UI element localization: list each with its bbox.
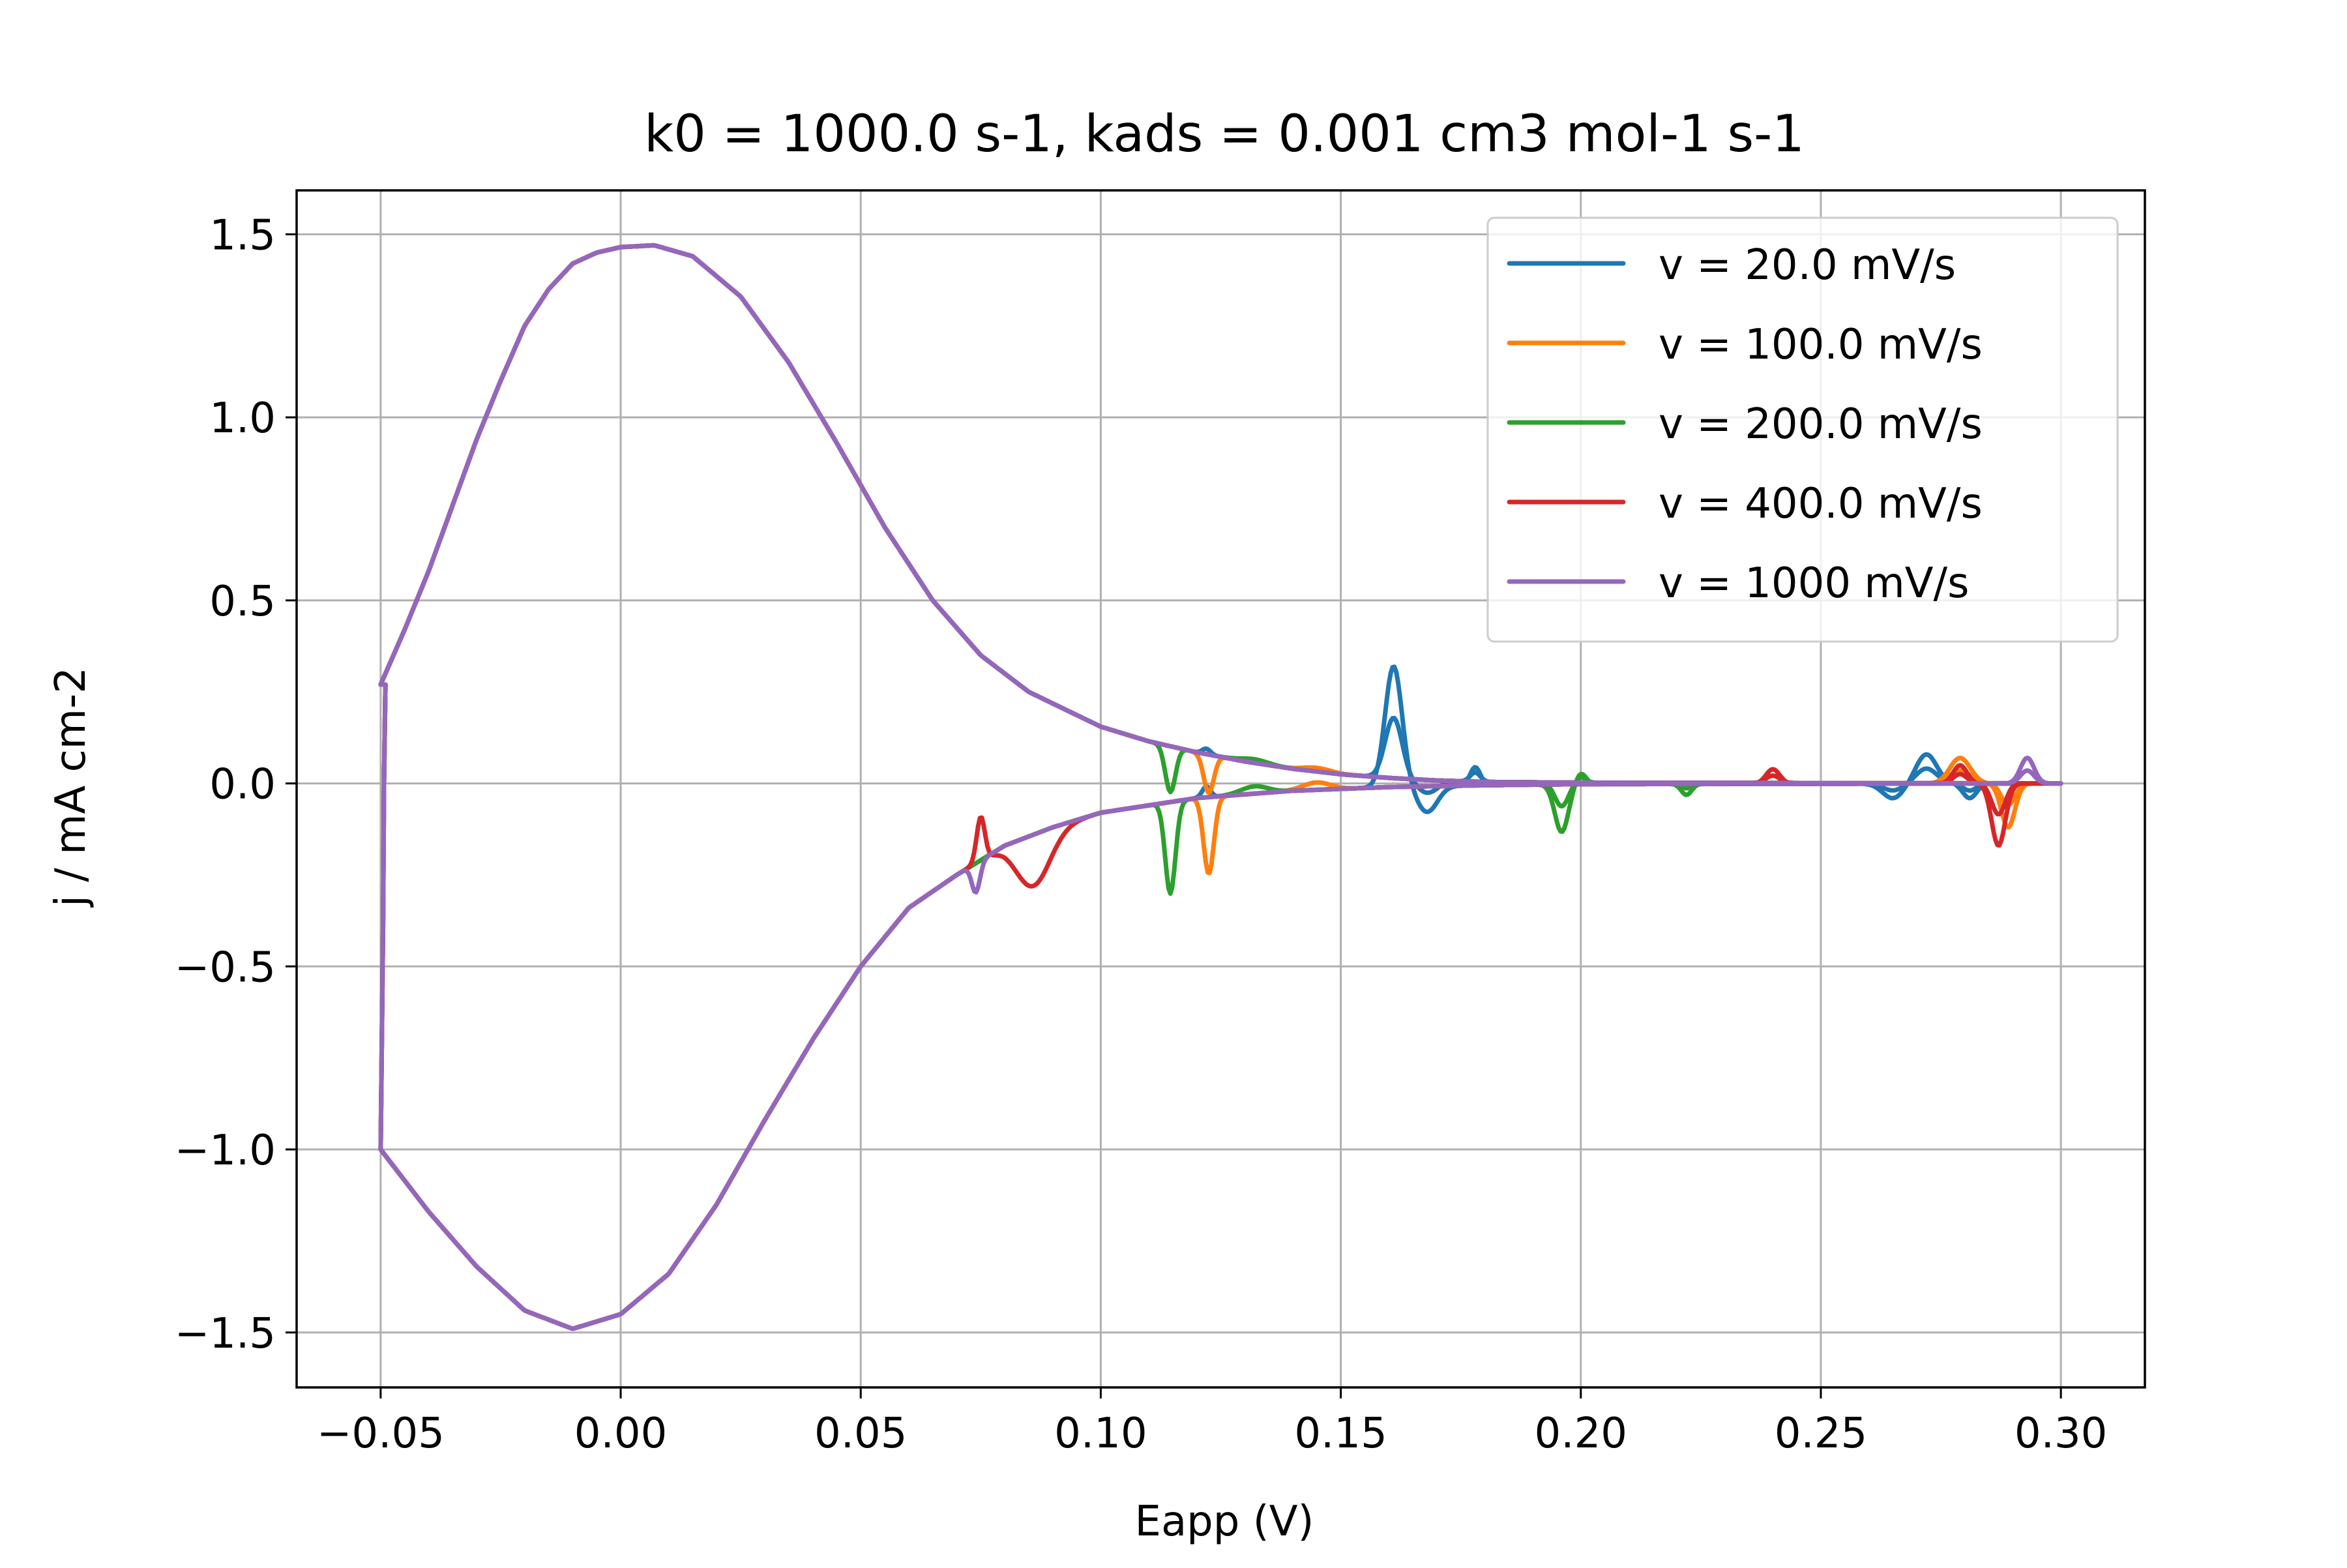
legend-label: v = 100.0 mV/s xyxy=(1659,321,1983,369)
x-tick-label: 0.20 xyxy=(1535,1410,1628,1458)
series-line-5 xyxy=(378,243,2063,1331)
plot-frame xyxy=(295,189,2146,1389)
x-tick-label: 0.25 xyxy=(1775,1410,1868,1458)
legend-box xyxy=(1486,216,2119,643)
y-tick-label: 1.5 xyxy=(209,211,276,259)
legend-label: v = 400.0 mV/s xyxy=(1659,480,1983,528)
y-tick-label: 1.0 xyxy=(209,394,276,443)
y-tick-label: −1.0 xyxy=(175,1127,276,1175)
x-tick-label: −0.05 xyxy=(317,1410,445,1458)
y-tick-label: −0.5 xyxy=(175,943,276,992)
x-axis-label: Eapp (V) xyxy=(1135,1498,1314,1546)
x-tick-label: 0.15 xyxy=(1294,1410,1387,1458)
x-tick-label: 0.30 xyxy=(2015,1410,2108,1458)
x-tick-label: 0.00 xyxy=(574,1410,668,1458)
y-tick-label: 0.5 xyxy=(209,578,276,626)
legend-label: v = 200.0 mV/s xyxy=(1659,400,1983,449)
x-tick-label: 0.10 xyxy=(1054,1410,1147,1458)
legend-label: v = 1000 mV/s xyxy=(1659,559,1969,608)
legend: v = 20.0 mV/s v = 100.0 mV/s v = 200.0 mV/… xyxy=(1486,216,2119,643)
series-layer xyxy=(378,243,2063,1331)
x-tick-label: 0.05 xyxy=(814,1410,908,1458)
tick-layer: −0.05 0.00 0.05 0.10 0.15 0.20 0.25 0.30 −1.5 −1.… xyxy=(175,211,2108,1458)
chart-title: k0 = 1000.0 s-1, kads = 0.001 cm3 mol-1 … xyxy=(644,105,1805,164)
legend-label: v = 20.0 mV/s xyxy=(1659,241,1956,289)
y-tick-label: 0.0 xyxy=(209,761,276,809)
y-tick-label: −1.5 xyxy=(175,1310,276,1358)
y-axis-label: j / mA cm-2 xyxy=(47,667,95,908)
